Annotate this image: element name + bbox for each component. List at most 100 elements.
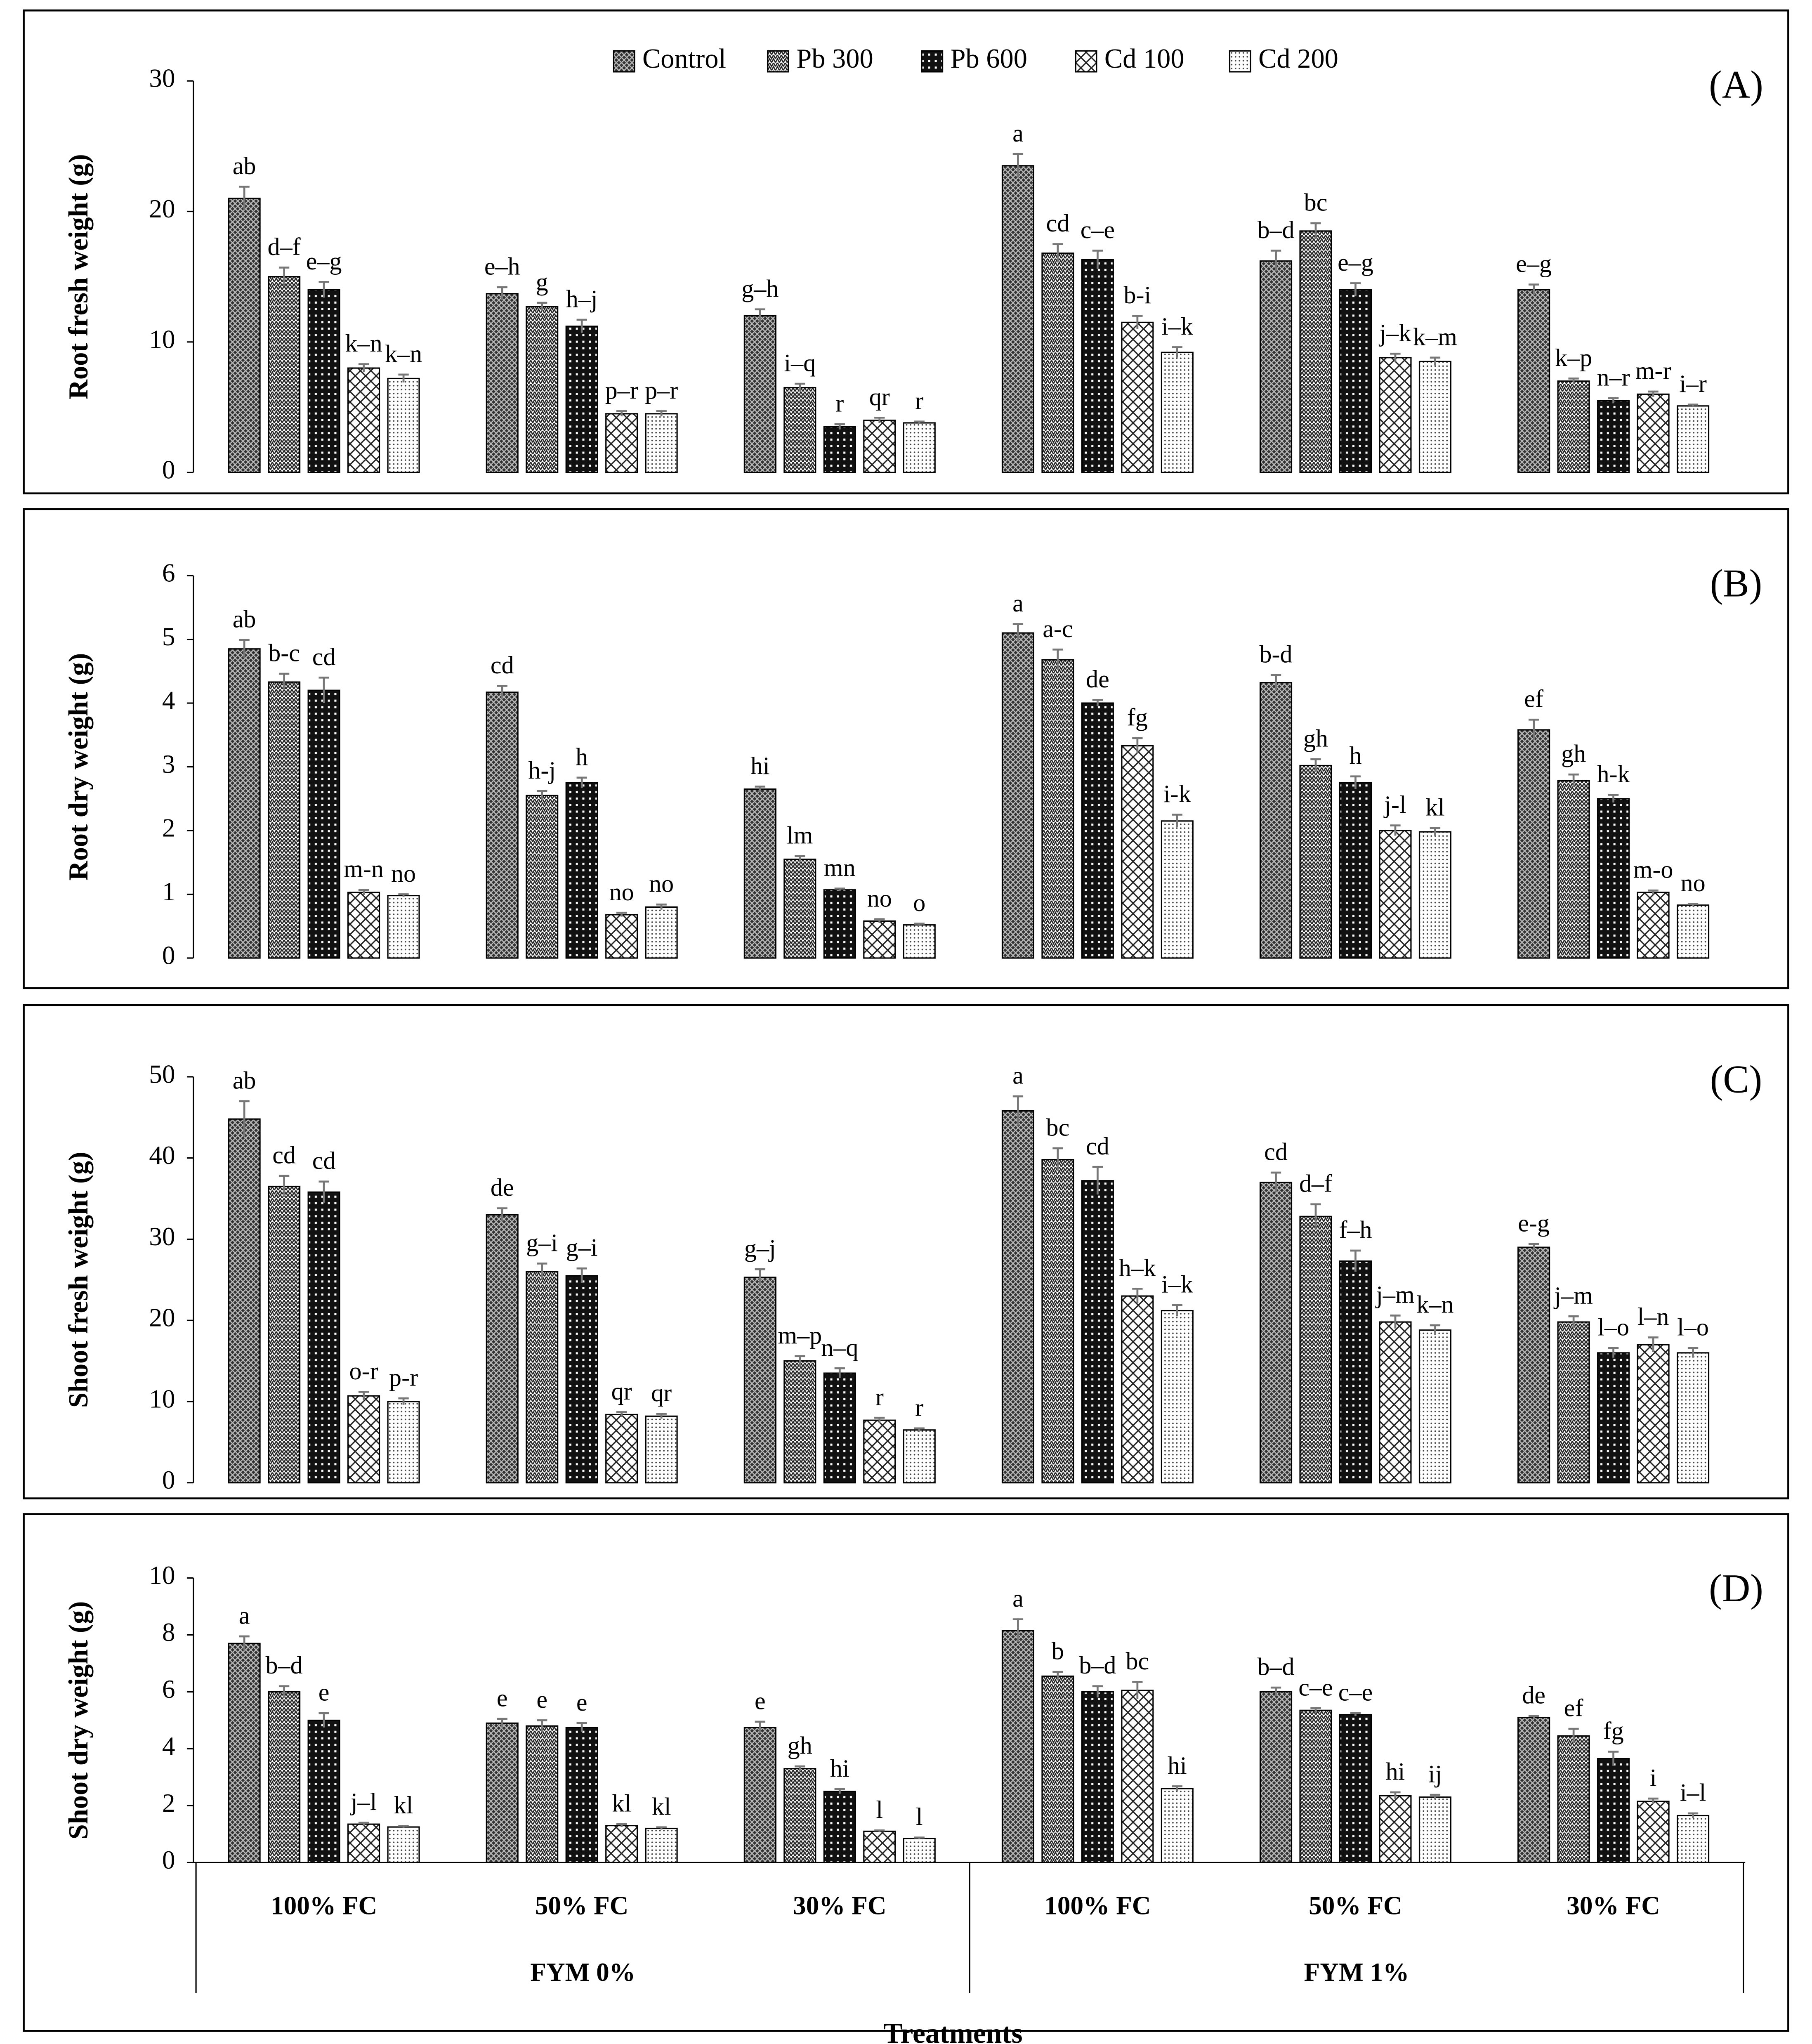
y-tick-label: 2 — [162, 814, 175, 843]
significance-label: kl — [652, 1793, 671, 1820]
significance-label: i–l — [1680, 1779, 1706, 1806]
x-tick-label: 100% FC — [1044, 1891, 1151, 1920]
error-bar — [755, 1721, 765, 1733]
significance-label: b–d — [1079, 1652, 1116, 1679]
panel-label: (B) — [1710, 561, 1762, 605]
y-tick-label: 5 — [162, 622, 175, 651]
bar — [743, 315, 776, 473]
error-bar — [795, 1355, 805, 1366]
error-bar — [656, 1413, 667, 1419]
error-bar — [1092, 1166, 1103, 1195]
y-tick-label: 4 — [162, 1732, 175, 1761]
significance-label: qr — [869, 383, 890, 411]
error-bar — [319, 676, 329, 703]
error-bar — [616, 1823, 627, 1827]
bar — [1121, 1295, 1154, 1484]
bar — [1339, 782, 1372, 959]
bar — [1677, 1815, 1710, 1863]
bar — [347, 1395, 380, 1484]
panel-border — [23, 508, 1789, 989]
y-tick-label: 20 — [149, 194, 175, 223]
y-tick-label: 4 — [162, 686, 175, 715]
y-tick-label: 30 — [149, 64, 175, 93]
error-bar — [537, 1263, 547, 1280]
significance-label: r — [835, 390, 844, 418]
error-bar — [616, 911, 627, 917]
significance-label: hi — [750, 752, 770, 780]
significance-label: gh — [1303, 725, 1328, 753]
y-axis-title: Shoot fresh weight (g) — [64, 1152, 94, 1408]
legend-swatch — [767, 50, 789, 73]
error-bar — [1350, 1249, 1361, 1272]
significance-label: i — [1650, 1764, 1657, 1792]
significance-label: no — [1681, 869, 1706, 897]
significance-label: ab — [233, 1067, 256, 1094]
bar — [1637, 1801, 1670, 1863]
significance-label: i–r — [1679, 370, 1707, 398]
significance-label: p–r — [645, 377, 678, 404]
significance-label: de — [1086, 666, 1109, 693]
error-bar — [1687, 1347, 1699, 1358]
significance-label: ij — [1428, 1761, 1442, 1788]
significance-label: b–d — [1257, 1653, 1294, 1681]
bar — [307, 1719, 340, 1863]
significance-label: qr — [611, 1378, 632, 1405]
bar — [1517, 289, 1550, 473]
significance-label: de — [1522, 1682, 1545, 1709]
error-bar — [1648, 1336, 1659, 1352]
error-bar — [755, 308, 765, 323]
bar — [1001, 1630, 1034, 1863]
bar — [1418, 1329, 1452, 1484]
error-bar — [755, 786, 765, 792]
error-bar — [1608, 1750, 1619, 1766]
bar — [903, 924, 936, 959]
error-bar — [398, 1824, 409, 1828]
legend-swatch — [1075, 50, 1097, 73]
error-bar — [1092, 1685, 1103, 1698]
significance-label: n–q — [821, 1334, 858, 1362]
error-bar — [834, 423, 845, 430]
significance-label: e–h — [484, 253, 520, 280]
significance-label: h-k — [1597, 760, 1630, 788]
bar — [1121, 745, 1154, 959]
x-axis-title: Treatments — [883, 2018, 1023, 2044]
panel-border — [23, 1004, 1789, 1500]
legend-label: Cd 200 — [1258, 44, 1338, 74]
y-tick-label: 3 — [162, 750, 175, 779]
error-bar — [398, 1397, 409, 1405]
error-bar — [795, 382, 805, 392]
error-bar — [537, 790, 547, 800]
error-bar — [616, 410, 627, 417]
significance-label: h — [576, 743, 588, 771]
legend-label: Control — [642, 44, 726, 74]
bar — [268, 276, 301, 473]
error-bar — [358, 363, 369, 372]
error-bar — [834, 1367, 845, 1378]
error-bar — [656, 903, 667, 910]
y-tick-label: 2 — [162, 1789, 175, 1817]
y-tick-label: 6 — [162, 559, 175, 588]
error-bar — [1012, 1618, 1024, 1642]
error-bar — [1687, 404, 1699, 408]
significance-label: p-r — [389, 1364, 418, 1392]
error-bar — [1092, 699, 1103, 706]
x-tick-label: 50% FC — [535, 1891, 629, 1920]
bar — [526, 306, 559, 473]
error-bar — [616, 1411, 627, 1417]
bar — [1677, 405, 1710, 473]
bar — [526, 795, 559, 959]
error-bar — [1528, 1243, 1539, 1251]
significance-label: h — [1349, 742, 1361, 769]
significance-label: b–d — [266, 1652, 303, 1679]
significance-label: e — [319, 1679, 330, 1706]
bar — [823, 1791, 856, 1863]
bar — [1001, 1110, 1034, 1484]
bar — [268, 1185, 301, 1484]
significance-label: e-g — [1518, 1210, 1550, 1237]
significance-label: kl — [394, 1791, 413, 1819]
bar — [1637, 892, 1670, 959]
x-tick-label: 30% FC — [793, 1891, 887, 1920]
significance-label: a — [239, 1602, 250, 1630]
bar — [1557, 1321, 1590, 1484]
